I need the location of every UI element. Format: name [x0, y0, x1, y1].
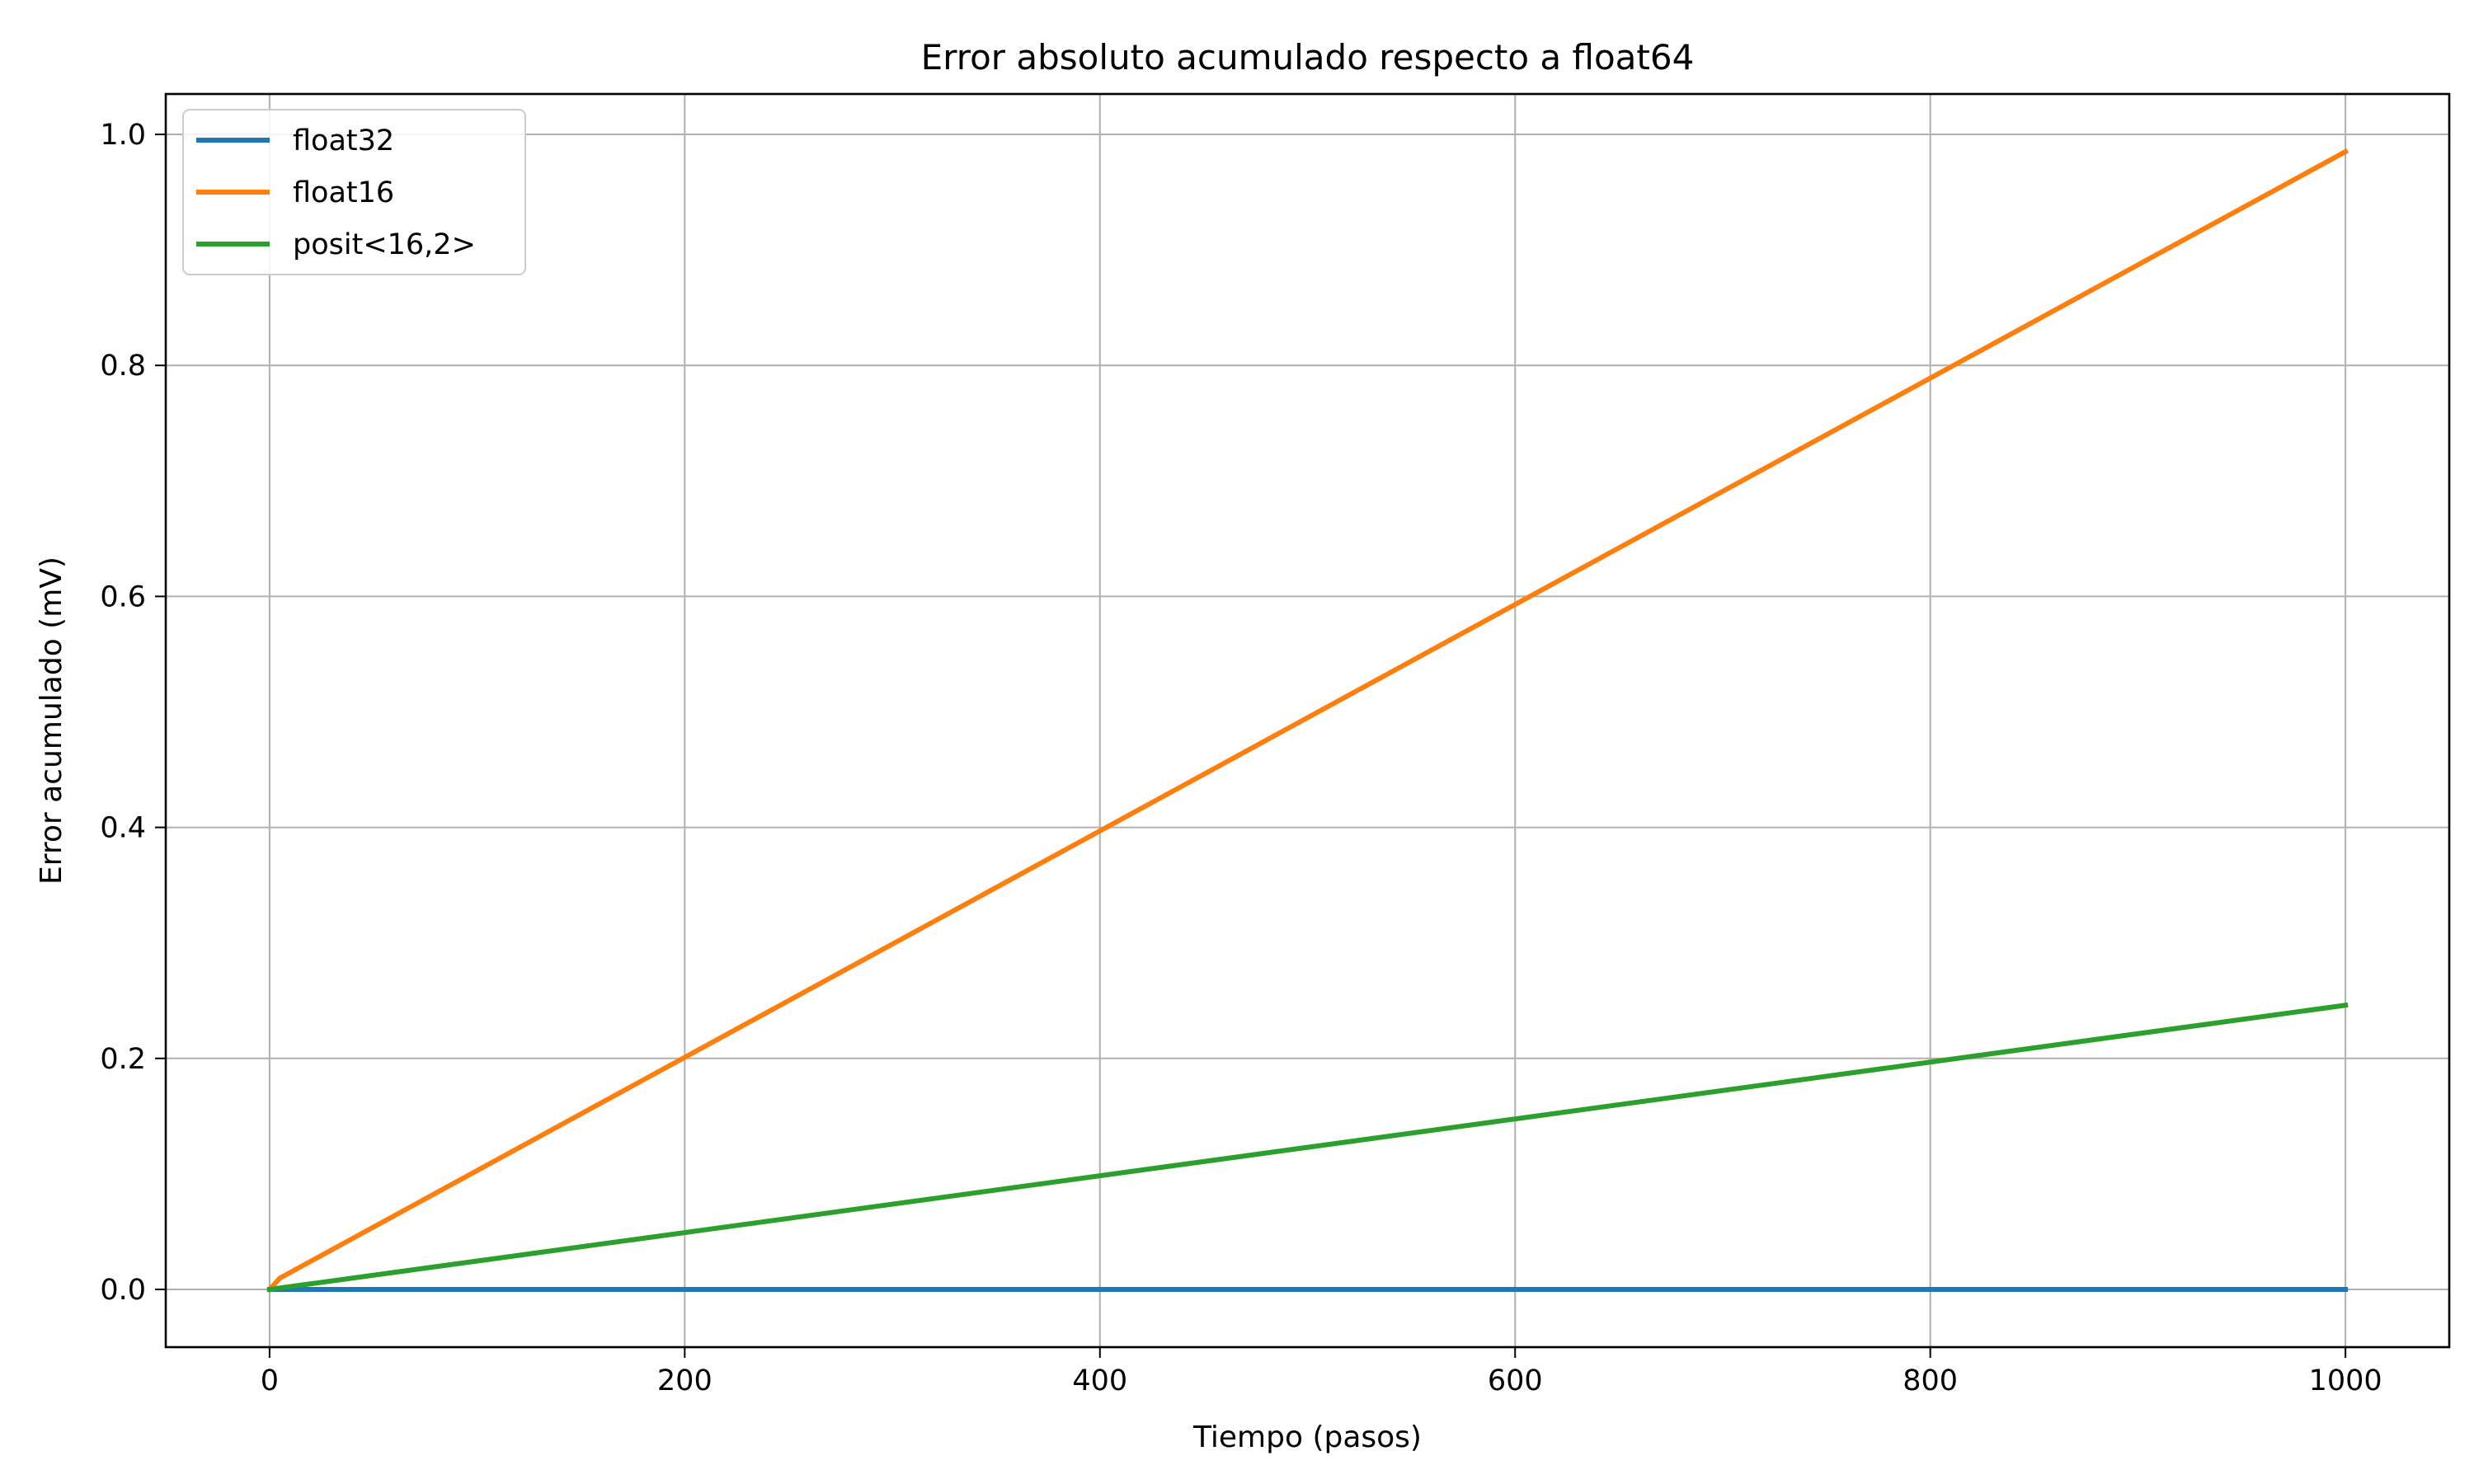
- y-tick-label: 0.2: [100, 1043, 146, 1076]
- series-line: [266, 1002, 2349, 1293]
- series-line: [266, 148, 2349, 1294]
- legend-label: float32: [293, 124, 394, 157]
- y-tick-label: 0.4: [100, 812, 146, 845]
- legend-label: posit<16,2>: [293, 228, 476, 261]
- y-axis-label: Error acumulado (mV): [35, 556, 68, 885]
- x-tick-label: 600: [1488, 1364, 1543, 1397]
- x-tick-label: 200: [657, 1364, 713, 1397]
- y-tick-label: 0.6: [100, 580, 146, 613]
- legend: float32 float16 posit<16,2>: [182, 109, 526, 275]
- x-tick-label: 400: [1072, 1364, 1127, 1397]
- legend-label: float16: [293, 176, 394, 209]
- y-tick-label: 0.0: [100, 1274, 146, 1307]
- axis-ticks: 0 200 400 600 800 1000 0.0 0.2 0.4 0.6 0.8 1.0: [100, 119, 2382, 1397]
- x-tick-label: 0: [261, 1364, 279, 1397]
- chart-title: Error absoluto acumulado respecto a floa…: [921, 37, 1695, 77]
- legend-box: [182, 109, 526, 275]
- x-tick-label: 1000: [2309, 1364, 2382, 1397]
- plot-area-frame: [164, 92, 2451, 1349]
- x-tick-label: 800: [1903, 1364, 1958, 1397]
- series-lines: [266, 148, 2349, 1294]
- y-tick-label: 0.8: [100, 350, 146, 383]
- x-axis-label: Tiempo (pasos): [1192, 1421, 1422, 1454]
- y-tick-label: 1.0: [100, 119, 146, 152]
